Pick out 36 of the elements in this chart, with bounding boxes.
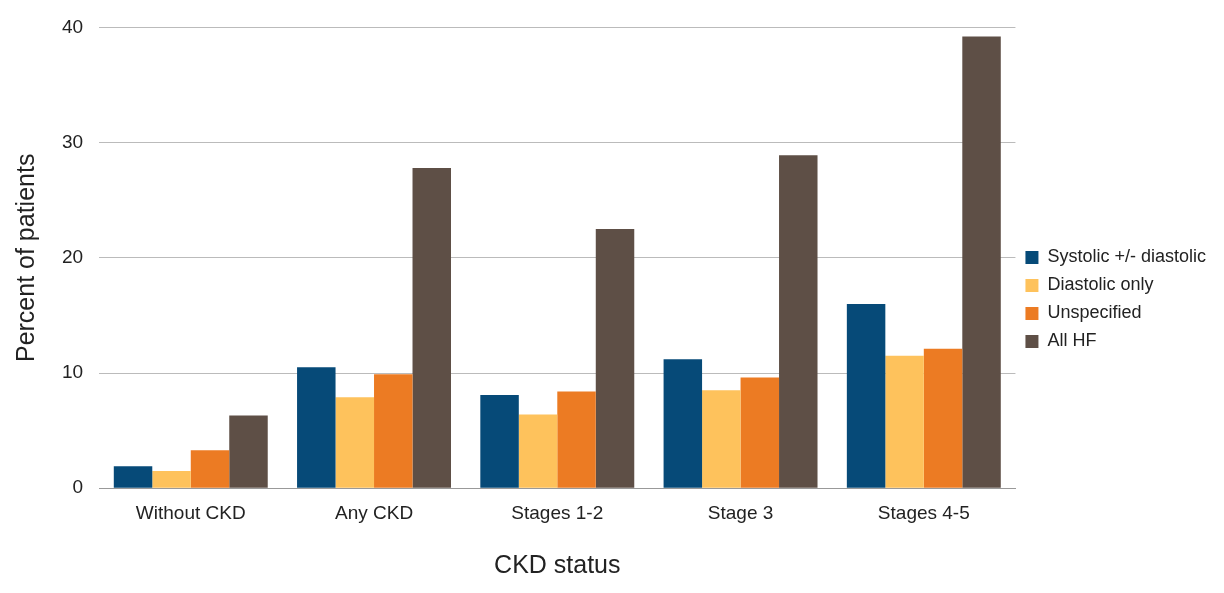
bar [779,155,818,488]
bar [663,359,703,488]
x-tick-label: Stages 4-5 [877,501,970,523]
bar [923,348,963,488]
bar [480,394,519,488]
bar [557,391,596,488]
bar [335,397,375,488]
y-tick-label: 0 [72,476,84,498]
bar [113,466,153,488]
bar [152,470,191,488]
bar [190,450,230,488]
bar [229,415,268,488]
x-tick-label: Stage 3 [707,501,774,523]
y-tick-label: 20 [61,246,84,268]
y-tick-label: 30 [61,130,84,152]
y-tick-label: 40 [61,15,84,37]
bar [412,167,451,488]
bar [740,377,780,488]
bar [702,390,741,488]
bar [374,374,413,488]
x-tick-label: Without CKD [135,501,246,523]
legend-label: All HF [1047,330,1097,351]
legend-label: Unspecified [1047,302,1142,323]
x-tick-label: Stages 1-2 [511,501,604,523]
bar [595,229,635,488]
y-tick-label: 10 [61,361,84,383]
bar [885,355,924,488]
y-axis-title: Percent of patients [10,153,39,363]
x-tick-label: Any CKD [334,501,414,523]
bar [962,36,1001,488]
legend-label: Diastolic only [1047,274,1154,295]
legend-label: Systolic +/- diastolic [1047,246,1207,267]
bar [518,414,558,488]
bar [846,303,886,488]
bar [297,367,336,488]
x-axis-title: CKD status [494,549,621,578]
